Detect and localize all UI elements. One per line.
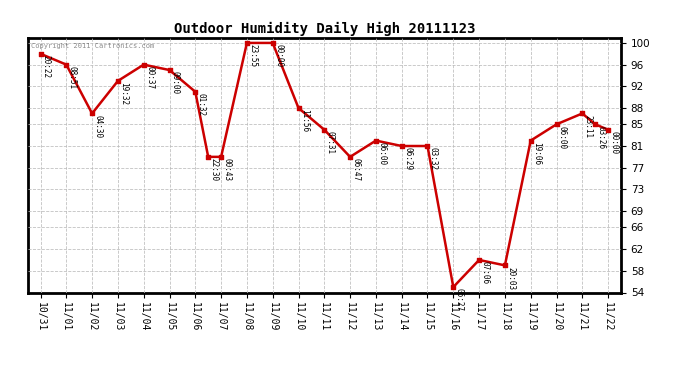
Point [448, 284, 459, 290]
Point [396, 143, 407, 149]
Point [61, 62, 72, 68]
Text: 00:43: 00:43 [222, 158, 231, 182]
Title: Outdoor Humidity Daily High 20111123: Outdoor Humidity Daily High 20111123 [174, 22, 475, 36]
Point [344, 154, 355, 160]
Text: 19:06: 19:06 [532, 142, 541, 165]
Text: 06:27: 06:27 [455, 288, 464, 312]
Text: 22:30: 22:30 [210, 158, 219, 182]
Point [500, 262, 511, 268]
Text: 06:29: 06:29 [403, 147, 412, 171]
Text: 11:56: 11:56 [300, 110, 309, 132]
Point [35, 51, 46, 57]
Text: 20:22: 20:22 [42, 55, 51, 78]
Point [473, 257, 484, 263]
Text: 07:06: 07:06 [480, 261, 489, 285]
Text: 00:00: 00:00 [609, 131, 618, 154]
Point [215, 154, 226, 160]
Text: Copyright 2011 Cartronics.com: Copyright 2011 Cartronics.com [30, 43, 154, 49]
Point [138, 62, 149, 68]
Point [241, 40, 253, 46]
Text: 19:32: 19:32 [119, 82, 128, 105]
Text: 06:00: 06:00 [558, 126, 567, 149]
Point [525, 138, 536, 144]
Text: 01:32: 01:32 [197, 93, 206, 116]
Text: 00:00: 00:00 [274, 44, 283, 68]
Point [112, 78, 124, 84]
Text: 04:30: 04:30 [93, 115, 103, 138]
Point [551, 121, 562, 127]
Text: 07:31: 07:31 [326, 131, 335, 154]
Point [371, 138, 382, 144]
Point [190, 89, 201, 95]
Text: 20:03: 20:03 [506, 267, 515, 290]
Point [577, 111, 588, 117]
Point [267, 40, 278, 46]
Point [602, 127, 613, 133]
Text: 09:00: 09:00 [171, 72, 180, 94]
Text: 23:11: 23:11 [584, 115, 593, 138]
Point [590, 121, 601, 127]
Text: 06:47: 06:47 [351, 158, 360, 182]
Point [203, 154, 214, 160]
Text: 08:51: 08:51 [68, 66, 77, 89]
Point [164, 67, 175, 73]
Text: 03:32: 03:32 [429, 147, 438, 171]
Text: 23:55: 23:55 [248, 44, 257, 68]
Text: 06:00: 06:00 [377, 142, 386, 165]
Point [86, 111, 97, 117]
Point [422, 143, 433, 149]
Point [293, 105, 304, 111]
Text: 03:26: 03:26 [597, 126, 606, 149]
Text: 00:37: 00:37 [145, 66, 154, 89]
Point [319, 127, 330, 133]
